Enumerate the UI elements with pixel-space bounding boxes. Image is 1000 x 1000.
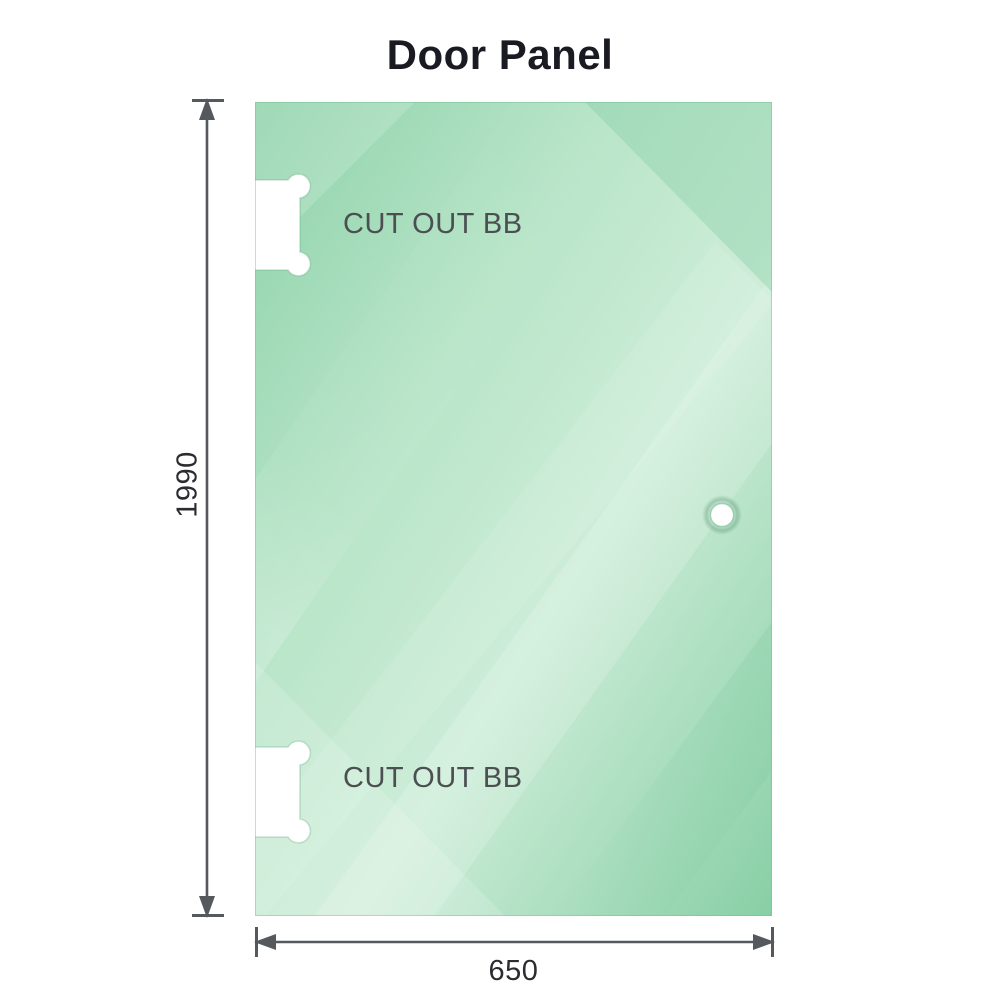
glass-surface	[255, 102, 772, 916]
arrowhead-right	[753, 934, 775, 950]
cutout-bottom	[255, 740, 312, 844]
dimension-width-value: 650	[488, 955, 539, 987]
arrowhead-down	[199, 896, 215, 918]
panel-graphic	[255, 102, 772, 916]
dimension-height	[192, 98, 224, 918]
page-title: Door Panel	[386, 31, 614, 78]
cutout-top	[255, 173, 312, 277]
arrowhead-left	[254, 934, 276, 950]
panel-outline	[255, 102, 772, 916]
dimension-width	[254, 927, 775, 957]
arrowhead-up	[199, 98, 215, 120]
handle-hole	[702, 495, 742, 535]
glass-door-panel	[255, 102, 772, 916]
dimension-height-value: 1990	[171, 451, 204, 518]
cutout-label-bottom: CUT OUT BB	[343, 762, 523, 794]
cutout-label-top: CUT OUT BB	[343, 208, 523, 240]
